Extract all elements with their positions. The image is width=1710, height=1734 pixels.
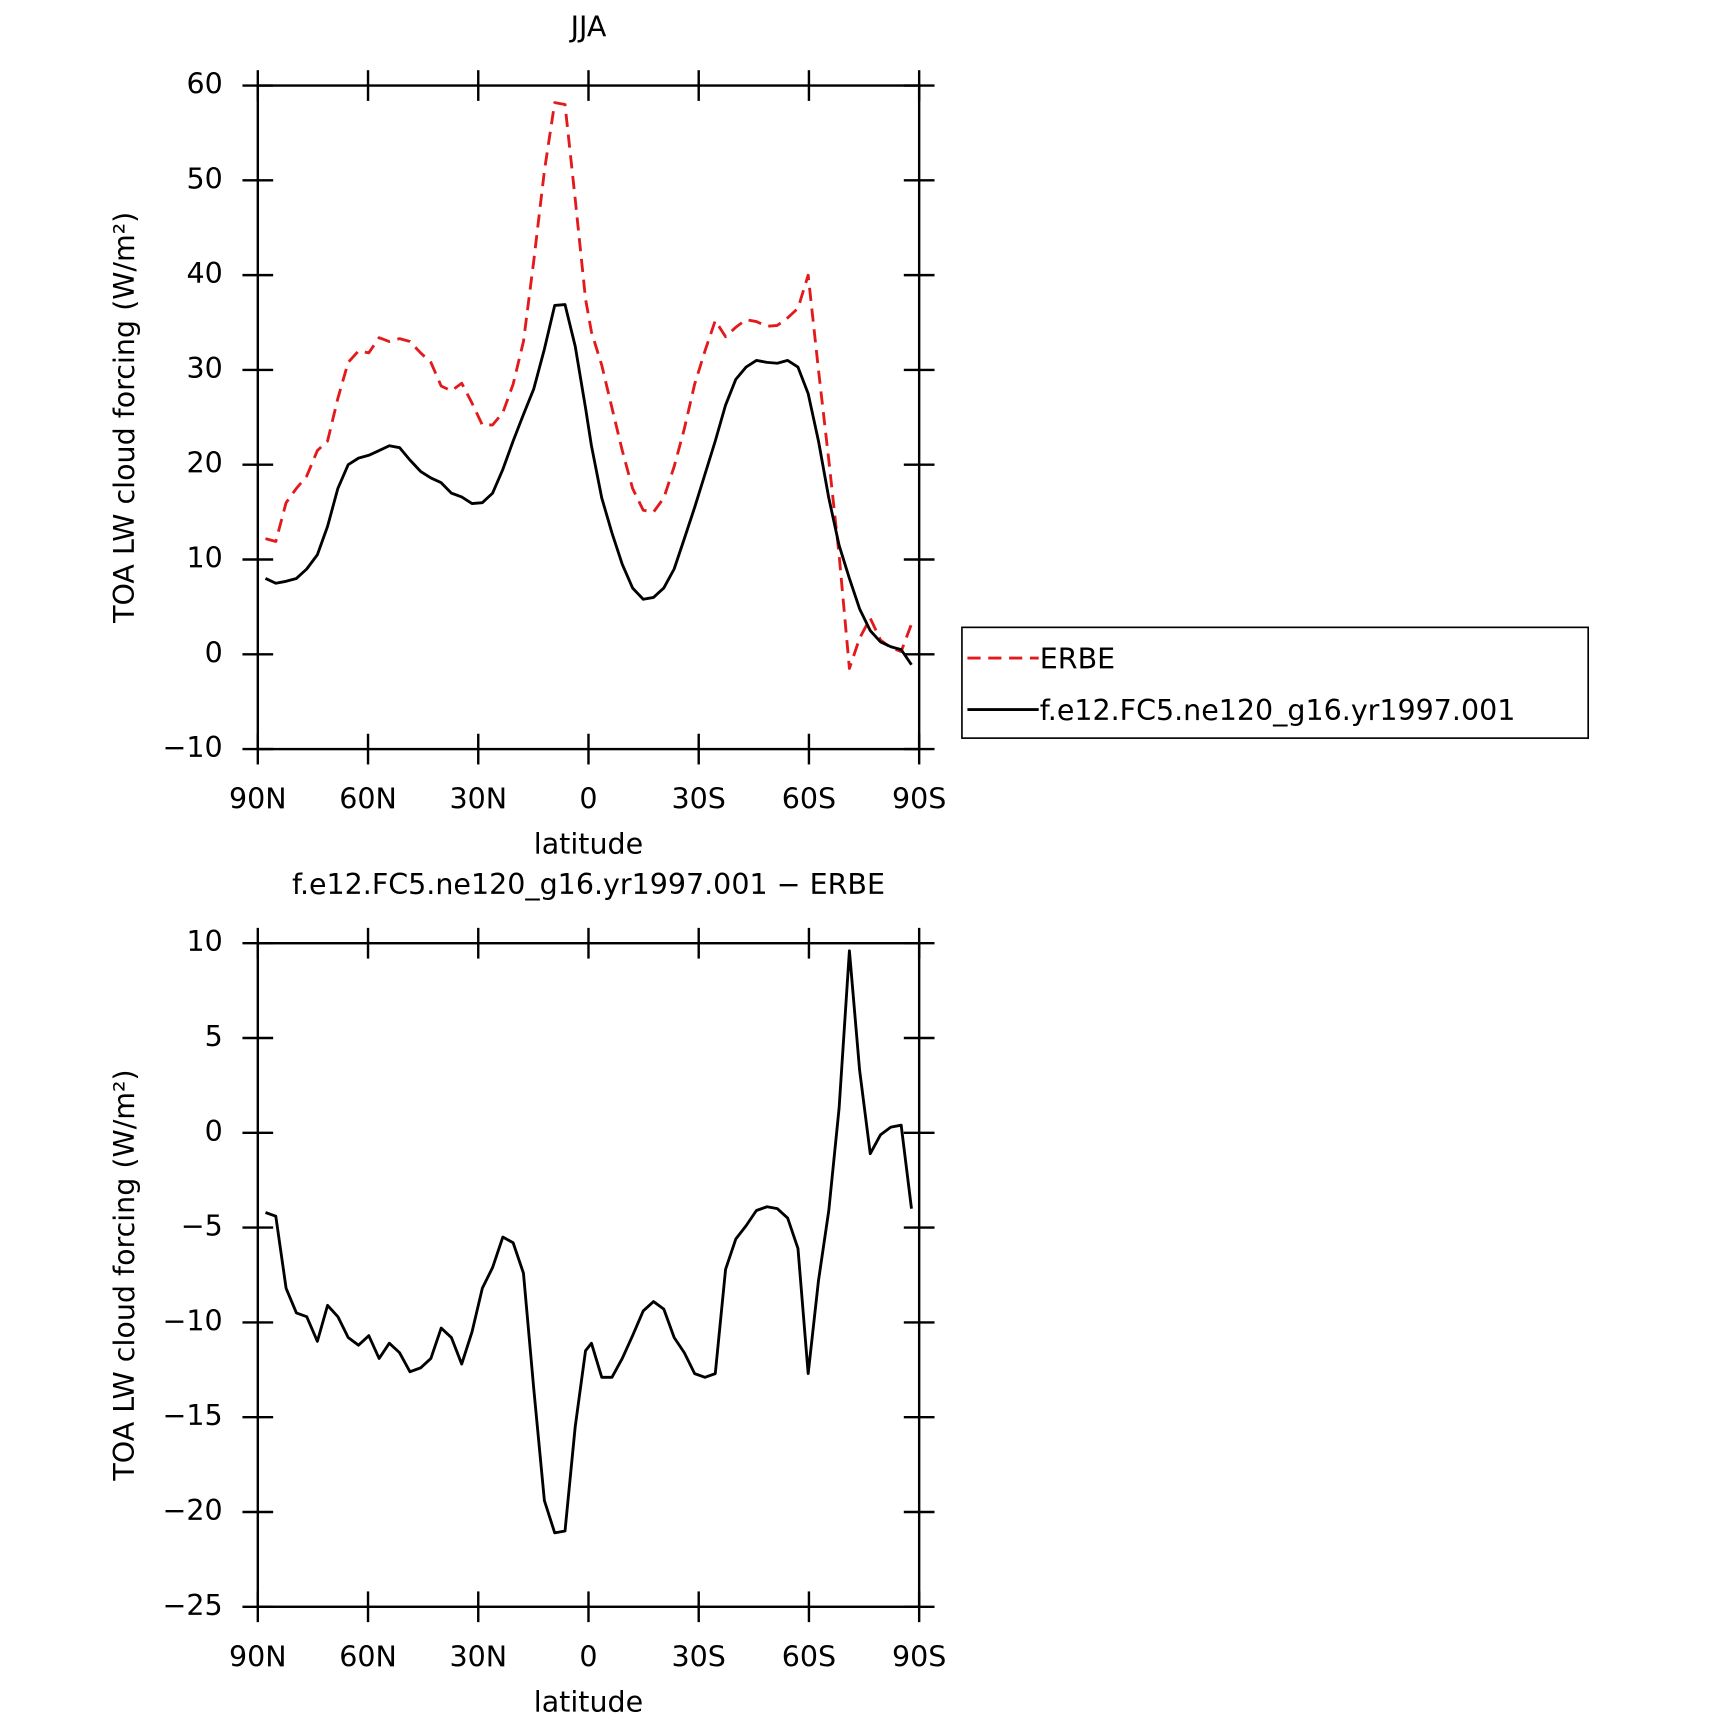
x-tick-label: 90N [229, 1640, 287, 1673]
x-tick-label: 30N [449, 783, 507, 816]
y-tick-label: 40 [186, 257, 222, 290]
x-axis-label: latitude [534, 828, 643, 861]
data-line [264, 949, 913, 1535]
legend-box [961, 626, 1590, 739]
legend-label: f.e12.FC5.ne120_g16.yr1997.001 [1040, 694, 1516, 727]
y-tick-label: −10 [163, 731, 223, 764]
data-line [265, 101, 913, 670]
chart-title: JJA [569, 11, 607, 44]
x-tick-label: 90N [229, 783, 287, 816]
x-axis-label: latitude [534, 1685, 643, 1718]
x-tick-label: 90S [892, 1640, 946, 1673]
y-tick-label: 20 [186, 447, 222, 480]
y-tick-label: 30 [186, 352, 222, 385]
y-tick-label: 10 [186, 542, 222, 575]
x-tick-label: 60S [782, 783, 836, 816]
y-axis-label: TOA LW cloud forcing (W/m²) [108, 1069, 141, 1481]
y-tick-label: −5 [181, 1210, 223, 1243]
x-tick-label: 60N [339, 783, 397, 816]
y-tick-label: 60 [186, 68, 222, 101]
plot-frame [256, 84, 921, 751]
x-tick-label: 60N [339, 1640, 397, 1673]
y-tick-label: −15 [163, 1399, 223, 1432]
y-tick-label: 10 [186, 925, 222, 958]
x-tick-label: 0 [579, 783, 597, 816]
y-tick-label: −20 [163, 1494, 223, 1527]
y-axis-label: TOA LW cloud forcing (W/m²) [108, 212, 141, 624]
y-tick-label: 0 [205, 1115, 223, 1148]
y-tick-label: 5 [205, 1020, 223, 1053]
y-tick-label: 50 [186, 162, 222, 195]
x-tick-label: 30S [672, 783, 726, 816]
x-tick-label: 60S [782, 1640, 836, 1673]
legend: ERBE f.e12.FC5.ne120_g16.yr1997.001 [961, 626, 1590, 739]
legend-label: ERBE [1040, 642, 1115, 675]
x-tick-label: 30N [449, 1640, 507, 1673]
plot-frame [256, 942, 921, 1608]
y-tick-label: −10 [163, 1304, 223, 1337]
x-tick-label: 90S [892, 783, 946, 816]
data-line [264, 303, 913, 666]
y-tick-label: −25 [163, 1589, 223, 1622]
x-tick-label: 0 [579, 1640, 597, 1673]
y-tick-label: 0 [205, 636, 223, 669]
chart-title: f.e12.FC5.ne120_g16.yr1997.001 − ERBE [292, 868, 885, 901]
x-tick-label: 30S [672, 1640, 726, 1673]
